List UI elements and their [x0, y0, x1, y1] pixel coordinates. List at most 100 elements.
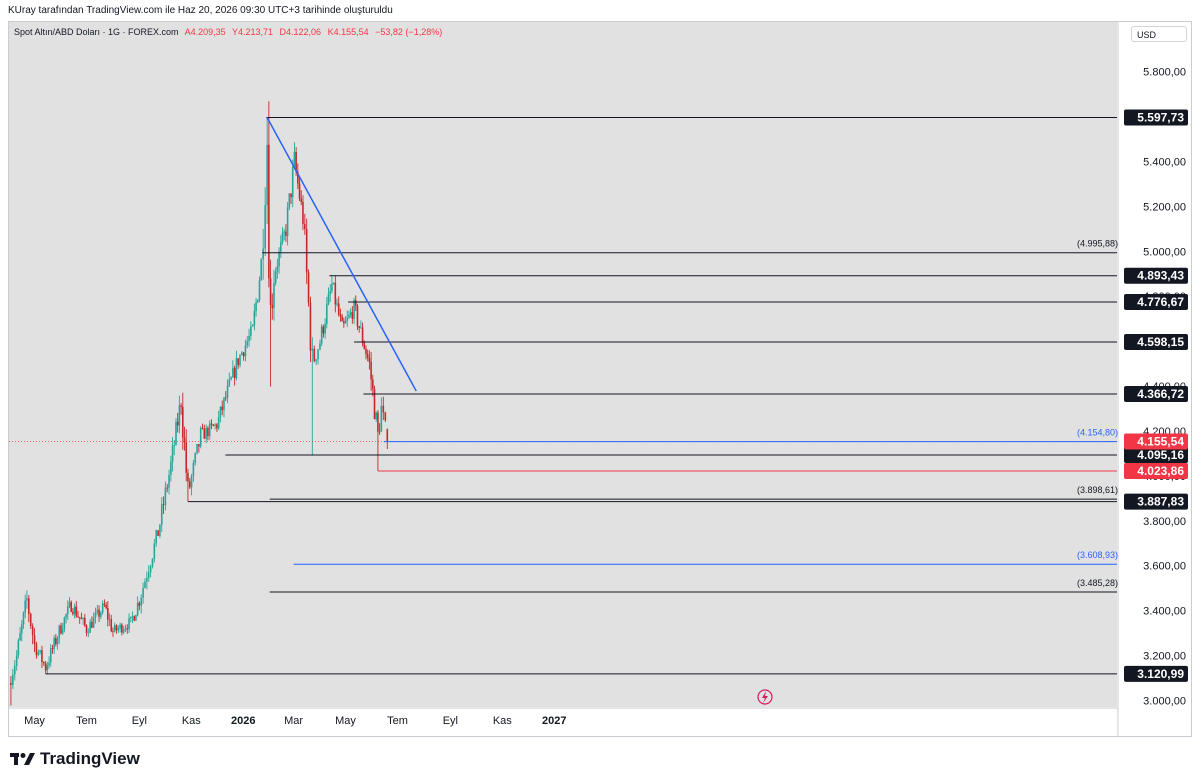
candle-body — [293, 152, 296, 167]
candle-body — [226, 385, 229, 398]
candle-body — [183, 437, 186, 443]
plot-background — [9, 22, 1117, 707]
candle-body — [91, 621, 93, 628]
level-note-label: (4.154,80) — [1077, 428, 1118, 438]
candle-body — [198, 444, 200, 447]
candle-body — [155, 530, 158, 544]
candle-body — [70, 602, 72, 612]
trend-line — [266, 117, 417, 392]
candle-body — [217, 417, 220, 429]
candle-body — [13, 665, 16, 675]
candle-body — [372, 379, 374, 389]
candle-body — [219, 406, 222, 418]
candle-body — [100, 612, 102, 617]
candle-body — [268, 144, 270, 279]
price-level-badge-label: 3.887,83 — [1137, 495, 1184, 509]
candle-body — [266, 144, 268, 206]
candle-body — [214, 424, 216, 426]
x-tick-label: May — [24, 715, 45, 727]
candle-body — [230, 377, 232, 380]
candle-body — [271, 304, 274, 309]
candle-body — [258, 280, 261, 300]
candle-body — [75, 606, 78, 617]
candle-body — [336, 303, 338, 305]
x-tick-label: 2026 — [231, 715, 255, 727]
candle-body — [92, 617, 95, 628]
candle-body — [304, 224, 306, 230]
candle-body — [63, 617, 66, 630]
candle-body — [37, 652, 40, 656]
candle-body — [133, 616, 136, 621]
candle-body — [20, 624, 23, 634]
candle-body — [87, 632, 90, 634]
candle-body — [170, 461, 172, 475]
legend-change: −53,82 (−1,28%) — [375, 27, 443, 37]
candle-body — [12, 674, 14, 685]
candle-body — [286, 207, 289, 237]
candle-body — [108, 619, 111, 621]
candle-body — [60, 625, 62, 634]
candle-body — [307, 272, 310, 303]
candle-body — [346, 317, 349, 321]
candle-body — [368, 357, 371, 362]
candle-body — [329, 290, 332, 294]
level-note-label: (3.608,93) — [1077, 550, 1118, 560]
price-level-badge — [1124, 665, 1188, 682]
candle-body — [182, 406, 184, 438]
price-level-badge-label: 5.597,73 — [1137, 111, 1184, 125]
price-level-badge — [1124, 267, 1188, 284]
candle-body — [232, 367, 234, 378]
candle-body — [10, 683, 12, 685]
candle-body — [246, 341, 249, 346]
candle-body — [366, 354, 369, 358]
chart-attribution: KUray tarafından TradingView.com ile Haz… — [8, 5, 393, 16]
candle-body — [147, 572, 150, 578]
candle-body — [285, 231, 287, 237]
candle-body — [351, 312, 354, 319]
legend-low: D4.122,06 — [279, 27, 322, 37]
candle-body — [305, 229, 308, 273]
candle-body — [192, 462, 195, 476]
candle-body — [223, 397, 225, 411]
x-tick-label: Tem — [387, 715, 408, 727]
candle-body — [31, 626, 34, 636]
price-level-badge — [1124, 493, 1188, 510]
price-level-badge-label: 4.023,86 — [1137, 464, 1184, 478]
candle-body — [122, 629, 125, 633]
x-tick-label: Eyl — [443, 715, 458, 727]
candle-body — [24, 600, 26, 613]
candle-body — [140, 597, 143, 606]
symbol-legend[interactable]: Spot Altın/ABD Doları · 1G · FOREX.com A… — [14, 27, 446, 37]
candle-body — [315, 359, 317, 362]
y-tick-label: 5.200,00 — [1143, 201, 1186, 213]
price-level-badge — [1124, 386, 1188, 403]
candle-body — [278, 251, 280, 267]
x-tick-label: 2027 — [542, 715, 566, 727]
candle-body — [187, 472, 189, 482]
candle-body — [322, 326, 325, 334]
currency-selector[interactable]: USD — [1131, 26, 1187, 42]
candle-body — [373, 388, 376, 420]
candle-body — [281, 232, 284, 243]
candle-body — [82, 618, 84, 619]
tradingview-logo-icon — [10, 753, 35, 765]
candle-body — [58, 625, 61, 639]
candle-body — [251, 325, 254, 327]
candle-body — [288, 193, 291, 208]
candle-body — [190, 475, 193, 488]
y-tick-label: 3.200,00 — [1143, 651, 1186, 663]
tradingview-logo-text: TradingView — [40, 749, 140, 768]
y-tick-label: 5.800,00 — [1143, 67, 1186, 79]
candle-body — [15, 655, 18, 666]
price-level-badge-label: 4.893,43 — [1137, 269, 1184, 283]
candle-body — [250, 326, 252, 336]
candle-body — [205, 427, 207, 439]
candle-body — [29, 613, 32, 627]
candle-body — [26, 598, 28, 601]
price-level-badge-label: 4.598,15 — [1137, 335, 1184, 349]
candle-body — [80, 618, 83, 620]
candle-body — [358, 326, 360, 328]
tradingview-footer[interactable]: TradingView — [10, 748, 140, 770]
candle-body — [302, 201, 304, 225]
